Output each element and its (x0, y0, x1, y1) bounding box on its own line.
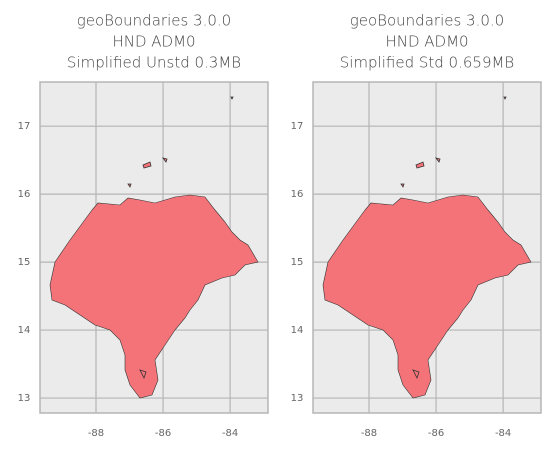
y-tick-label: 17 (18, 121, 31, 132)
island (400, 183, 405, 188)
y-tick-label: 16 (18, 189, 31, 200)
island (230, 96, 234, 100)
y-tick-label: 15 (291, 257, 304, 268)
island (162, 157, 168, 163)
x-tick-label: -88 (88, 428, 104, 439)
y-tick-label: 17 (291, 121, 304, 132)
island (435, 157, 441, 163)
map-shapes (49, 96, 259, 399)
y-tick-label: 14 (18, 325, 31, 336)
y-tick-label: 13 (18, 393, 31, 404)
chart-title: HND ADM0 (112, 33, 195, 51)
x-tick-label: -86 (428, 428, 444, 439)
country-shape (322, 194, 532, 399)
island (139, 369, 147, 380)
island (127, 183, 132, 188)
x-tick-label: -84 (222, 428, 238, 439)
chart-title: Simplified Unstd 0.3MB (67, 54, 241, 72)
x-tick-label: -88 (361, 428, 377, 439)
island (412, 369, 420, 380)
panel: geoBoundaries 3.0.0 HND ADM0 Simplified St… (291, 12, 542, 439)
x-tick-label: -86 (155, 428, 171, 439)
country-shape (49, 194, 259, 399)
map-shapes (322, 96, 532, 399)
y-tick-label: 15 (18, 257, 31, 268)
x-tick-label: -84 (495, 428, 511, 439)
panel: geoBoundaries 3.0.0 HND ADM0 Simplified Un… (18, 12, 269, 439)
y-tick-label: 13 (291, 393, 304, 404)
island (503, 96, 507, 100)
y-tick-label: 16 (291, 189, 304, 200)
chart-title: geoBoundaries 3.0.0 (350, 12, 504, 30)
chart-title: Simplified Std 0.659MB (340, 54, 515, 72)
island (415, 161, 425, 169)
chart-title: geoBoundaries 3.0.0 (77, 12, 231, 30)
y-tick-label: 14 (291, 325, 304, 336)
island (142, 161, 152, 169)
chart-title: HND ADM0 (385, 33, 468, 51)
